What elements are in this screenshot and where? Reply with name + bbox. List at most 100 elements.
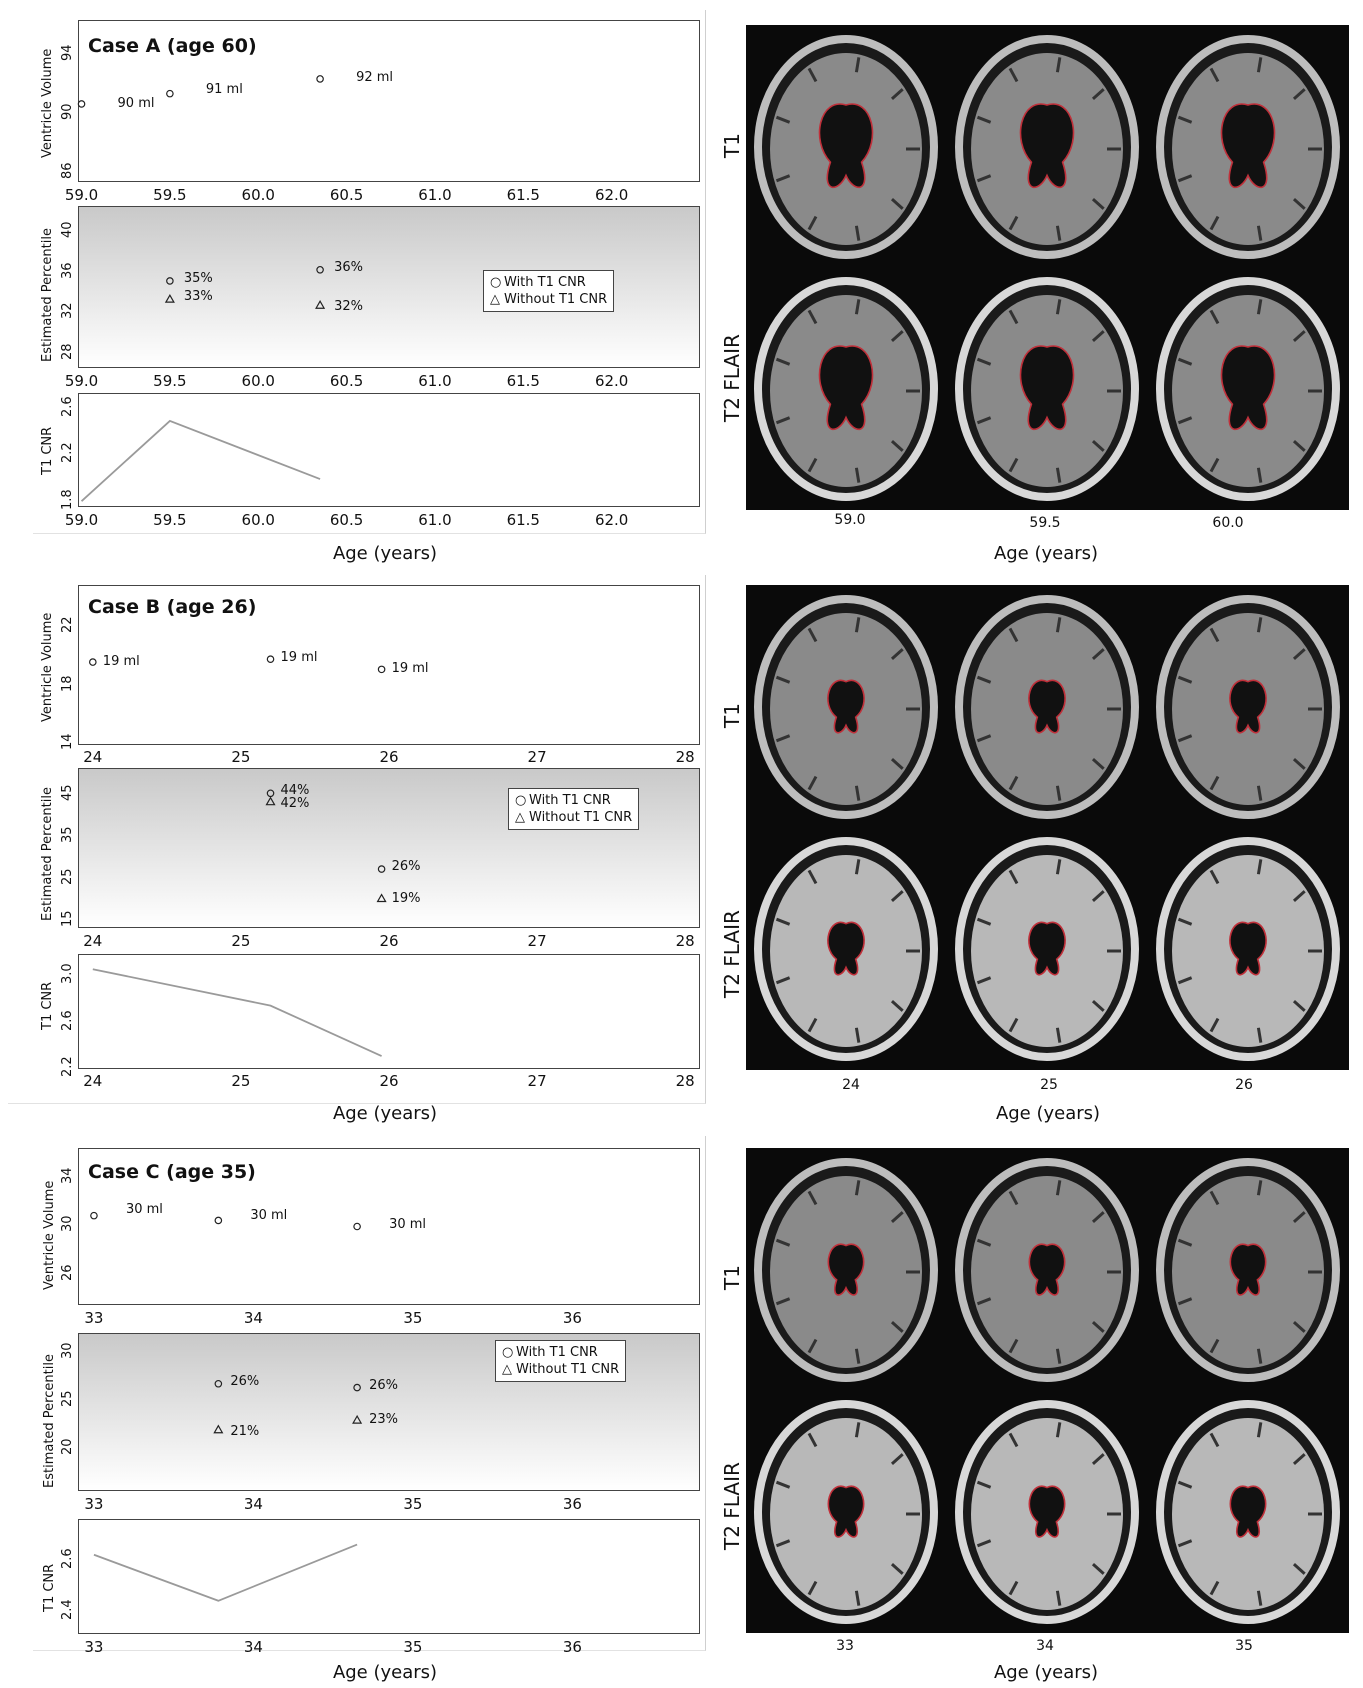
flair-mri-slice xyxy=(754,277,938,501)
with-cnr-point-label: 26% xyxy=(369,1377,398,1393)
x-tick-label: 26 xyxy=(379,932,399,950)
y-tick-label: 18 xyxy=(60,674,75,692)
chart-svg xyxy=(213,1379,363,1434)
without-cnr-point-label: 23% xyxy=(369,1412,398,1428)
case-b: Case B (age 26) Ventricle Volume Estimat… xyxy=(0,0,1363,1124)
chart-svg xyxy=(92,968,382,1057)
percentile-axis-label: Estimated Percentile xyxy=(42,1354,57,1488)
y-tick-label: 34 xyxy=(60,1167,75,1185)
volume-point-label: 30 ml xyxy=(125,1201,163,1217)
cnr-axis-label: T1 CNR xyxy=(40,981,55,1030)
x-tick-label: 34 xyxy=(243,1638,263,1656)
y-tick-label: 20 xyxy=(60,1438,75,1456)
x-tick-label: 33 xyxy=(84,1309,104,1327)
x-tick-label: 59.0 xyxy=(64,511,99,529)
x-tick-label: 59.5 xyxy=(153,372,187,390)
x-tick-label: 61.0 xyxy=(418,511,452,529)
x-tick-label: 59.5 xyxy=(153,511,187,529)
y-tick-label: 36 xyxy=(60,262,75,279)
image-age-tick: 60.0 xyxy=(1212,515,1244,531)
case-a-frame xyxy=(33,10,706,534)
x-tick-label: 60.5 xyxy=(329,511,364,529)
cnr-series-line xyxy=(92,968,382,1057)
x-tick-label: 27 xyxy=(527,748,547,766)
case-a: Case A (age 60) Ventricle Volume Estimat… xyxy=(0,0,1363,564)
x-tick-label: 61.0 xyxy=(418,186,452,204)
triangle-marker-icon: △ xyxy=(490,292,500,307)
without-cnr-point-label: 19% xyxy=(391,890,421,906)
x-tick-label: 28 xyxy=(675,1072,695,1090)
x-tick-label: 59.0 xyxy=(64,186,99,204)
x-tick-label: 61.5 xyxy=(506,372,540,390)
flair-mri-slice xyxy=(1156,837,1340,1061)
point-marker xyxy=(266,655,275,663)
point-marker xyxy=(316,265,324,274)
cnr-plot xyxy=(78,1519,700,1634)
y-tick-label: 28 xyxy=(60,343,75,360)
ventricle-segmentation xyxy=(1019,345,1075,431)
x-axis-title: Age (years) xyxy=(332,1103,438,1124)
x-tick-label: 61.0 xyxy=(418,372,452,390)
y-tick-label: 2.2 xyxy=(60,1056,75,1078)
row-label-t1: T1 xyxy=(720,1265,744,1290)
y-tick-label: 2.6 xyxy=(60,1548,75,1570)
row-label-t1: T1 xyxy=(720,703,744,728)
ventricle-segmentation xyxy=(1229,1485,1267,1538)
volume-point-label: 30 ml xyxy=(250,1208,288,1224)
y-tick-label: 14 xyxy=(60,733,75,750)
t1-mri-slice xyxy=(955,595,1139,819)
t1-mri-slice xyxy=(754,35,938,259)
x-tick-label: 25 xyxy=(231,1072,251,1090)
case-title: Case C (age 35) xyxy=(88,1161,256,1183)
x-tick-label: 36 xyxy=(562,1638,582,1656)
point-marker xyxy=(377,865,386,873)
y-tick-label: 40 xyxy=(60,221,75,239)
y-tick-label: 2.2 xyxy=(60,442,75,464)
y-tick-label: 94 xyxy=(60,44,75,62)
point-marker xyxy=(353,1222,361,1231)
ventricle-segmentation xyxy=(827,679,865,734)
x-tick-label: 61.5 xyxy=(506,186,540,204)
with-cnr-point-label: 26% xyxy=(230,1373,260,1389)
ventricle-segmentation xyxy=(818,103,874,189)
x-tick-label: 36 xyxy=(562,1309,582,1327)
y-tick-label: 3.0 xyxy=(60,962,75,984)
y-tick-label: 15 xyxy=(60,910,75,928)
legend-label: Without T1 CNR xyxy=(529,810,633,825)
x-tick-label: 33 xyxy=(84,1495,104,1513)
t1-mri-slice xyxy=(1156,35,1340,259)
t1-mri-slice xyxy=(754,1158,938,1382)
volume-point-label: 30 ml xyxy=(389,1216,427,1232)
volume-point-label: 19 ml xyxy=(391,661,429,677)
chart-svg xyxy=(90,1211,361,1231)
volume-point-label: 19 ml xyxy=(280,650,318,666)
volume-plot: Case B (age 26) xyxy=(78,585,700,745)
without-cnr-point-label: 21% xyxy=(230,1423,260,1439)
x-tick-label: 62.0 xyxy=(594,511,629,529)
point-marker xyxy=(77,100,86,108)
legend-item-without: △ Without T1 CNR xyxy=(515,809,632,826)
legend-item-with: ○ With T1 CNR xyxy=(502,1344,619,1361)
y-tick-label: 32 xyxy=(60,302,75,320)
with-cnr-point-label: 36% xyxy=(334,259,363,275)
y-tick-label: 22 xyxy=(60,616,75,634)
x-tick-label: 27 xyxy=(527,932,547,950)
cnr-plot xyxy=(78,954,700,1069)
with-cnr-point-label: 26% xyxy=(391,859,421,875)
circle-marker-icon: ○ xyxy=(502,1345,514,1360)
x-tick-label: 24 xyxy=(83,1072,103,1090)
point-marker xyxy=(214,1216,223,1225)
ventricle-segmentation xyxy=(1229,679,1267,734)
ventricle-segmentation xyxy=(1019,103,1075,189)
volume-axis-label: Ventricle Volume xyxy=(42,1180,57,1290)
point-marker xyxy=(377,665,386,674)
ventricle-segmentation xyxy=(1028,1243,1066,1296)
x-tick-label: 60.0 xyxy=(241,511,275,529)
circle-marker-icon: ○ xyxy=(490,275,502,290)
without-cnr-point-label: 42% xyxy=(280,795,310,811)
image-age-tick: 59.5 xyxy=(1029,515,1061,531)
x-tick-label: 26 xyxy=(379,1072,399,1090)
ventricle-segmentation xyxy=(1028,921,1066,976)
flair-mri-slice xyxy=(754,837,938,1061)
image-age-tick: 24 xyxy=(842,1077,860,1093)
